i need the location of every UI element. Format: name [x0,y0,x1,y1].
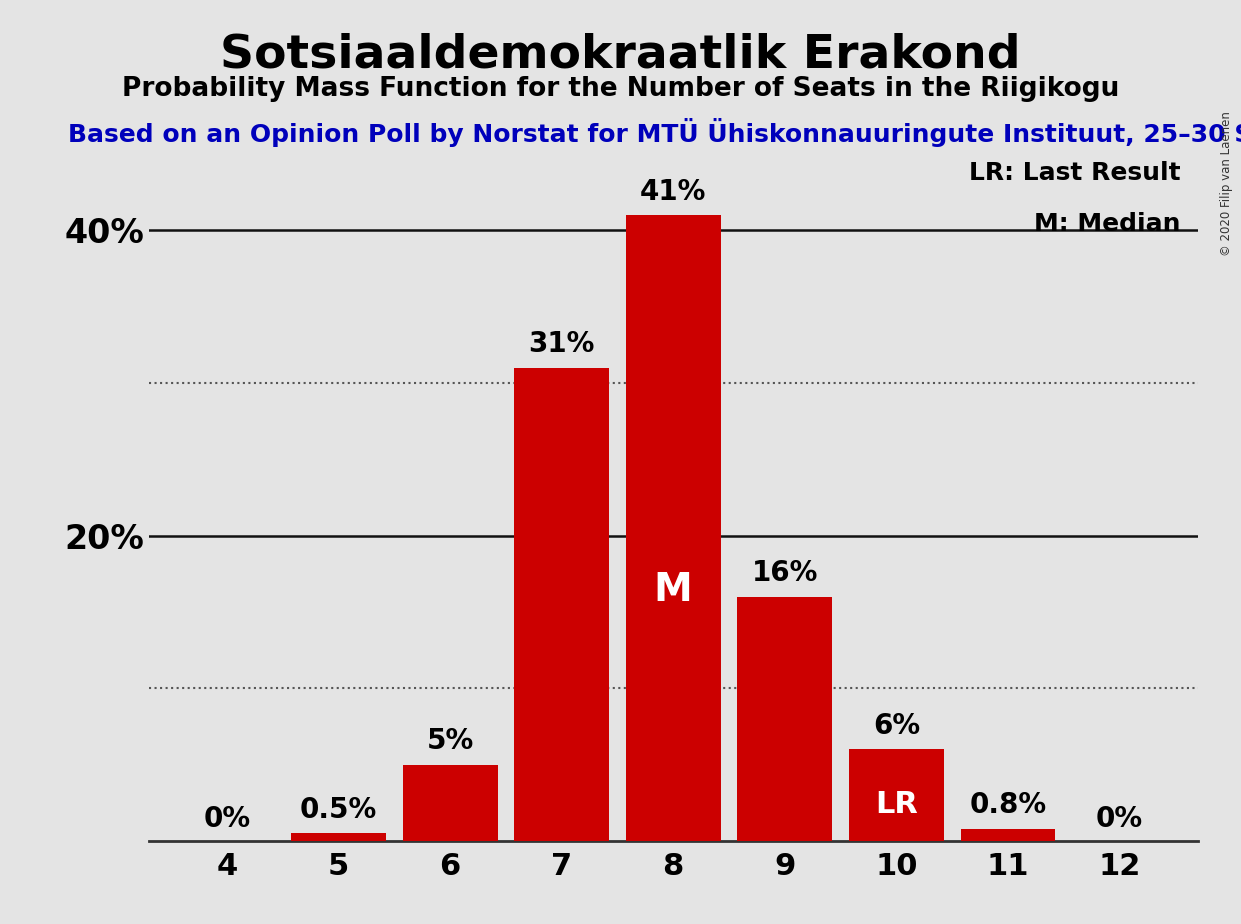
Text: 41%: 41% [640,177,706,206]
Text: M: Median: M: Median [1034,212,1181,236]
Bar [849,749,943,841]
Text: © 2020 Filip van Laenen: © 2020 Filip van Laenen [1220,111,1232,256]
Text: 0%: 0% [1096,805,1143,833]
Bar [514,368,609,841]
Text: 0.8%: 0.8% [969,792,1046,820]
Text: LR: LR [875,790,918,819]
Text: Sotsiaaldemokraatlik Erakond: Sotsiaaldemokraatlik Erakond [220,32,1021,78]
Text: 31%: 31% [529,331,594,359]
Text: 6%: 6% [872,712,920,740]
Text: LR: Last Result: LR: Last Result [969,162,1181,186]
Text: M: M [654,571,692,610]
Bar [961,829,1055,841]
Text: Based on an Opinion Poll by Norstat for MTÜ Ühiskonnauuringute Instituut, 25–30 : Based on an Opinion Poll by Norstat for … [68,118,1241,147]
Text: Probability Mass Function for the Number of Seats in the Riigikogu: Probability Mass Function for the Number… [122,76,1119,102]
Bar [292,833,386,841]
Bar [625,215,721,841]
Text: 0%: 0% [204,805,251,833]
Bar [737,597,833,841]
Text: 0.5%: 0.5% [300,796,377,824]
Bar [403,764,498,841]
Text: 16%: 16% [752,559,818,588]
Text: 5%: 5% [427,727,474,755]
